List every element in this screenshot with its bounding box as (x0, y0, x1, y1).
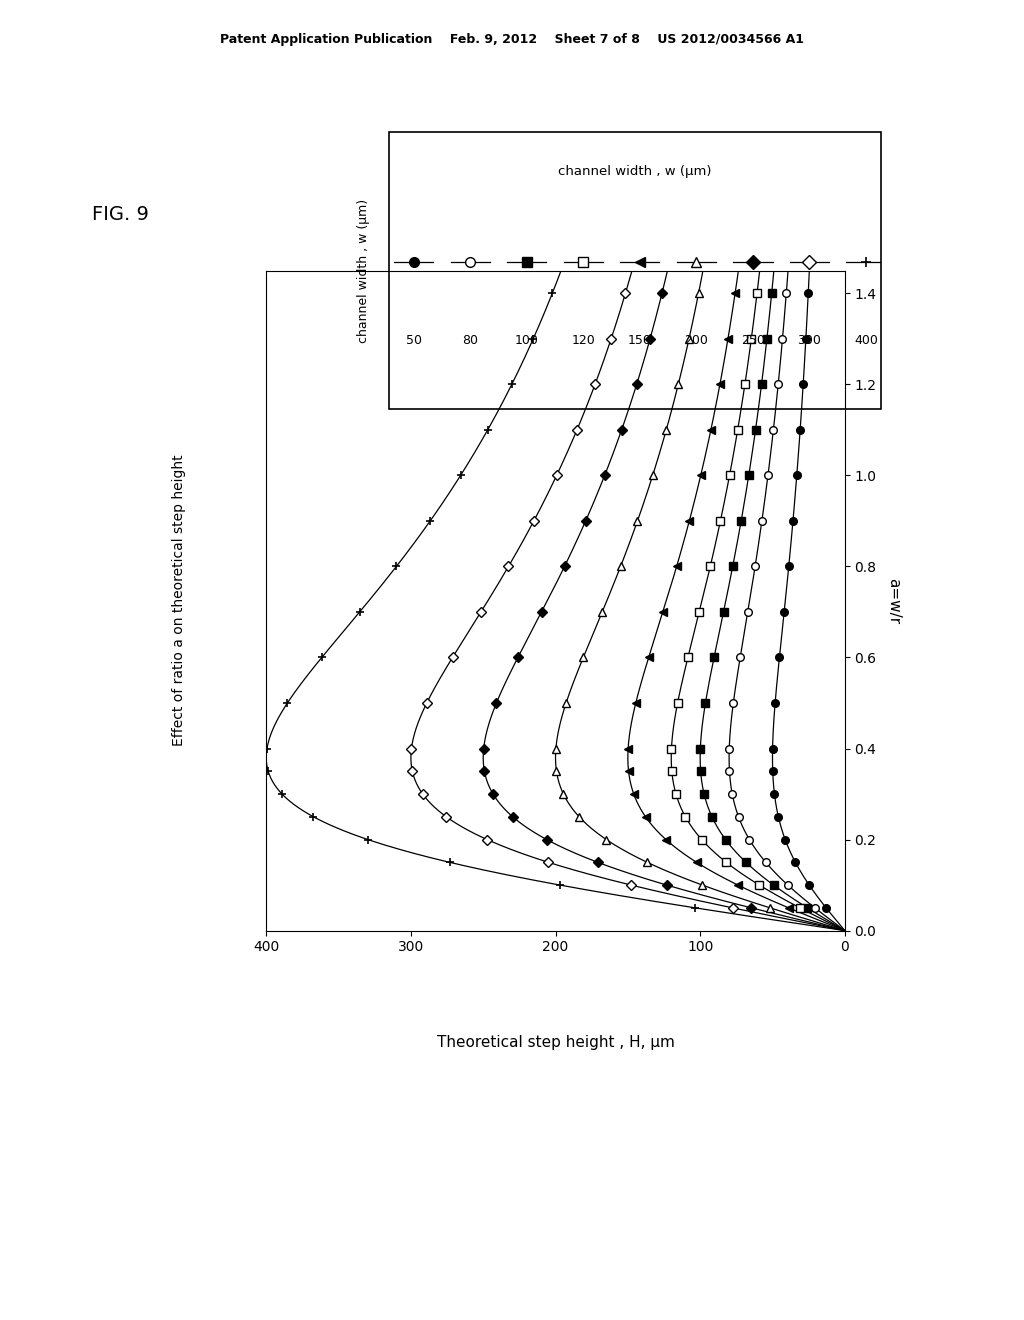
Text: Patent Application Publication    Feb. 9, 2012    Sheet 7 of 8    US 2012/003456: Patent Application Publication Feb. 9, 2… (220, 33, 804, 46)
Text: 80: 80 (462, 334, 478, 347)
Text: channel width , w (μm): channel width , w (μm) (558, 165, 712, 178)
Text: Effect of ratio a on theoretical step height: Effect of ratio a on theoretical step he… (172, 455, 186, 746)
Text: 150: 150 (628, 334, 651, 347)
Text: 200: 200 (684, 334, 709, 347)
Text: 100: 100 (515, 334, 539, 347)
Text: Theoretical step height , H, μm: Theoretical step height , H, μm (436, 1035, 675, 1051)
Text: 120: 120 (571, 334, 595, 347)
Text: 300: 300 (798, 334, 821, 347)
Text: 250: 250 (741, 334, 765, 347)
Text: 400: 400 (854, 334, 878, 347)
Text: 50: 50 (406, 334, 422, 347)
Text: FIG. 9: FIG. 9 (92, 205, 150, 223)
Text: channel width , w (μm): channel width , w (μm) (357, 198, 370, 343)
Y-axis label: a=w/r: a=w/r (887, 578, 901, 623)
